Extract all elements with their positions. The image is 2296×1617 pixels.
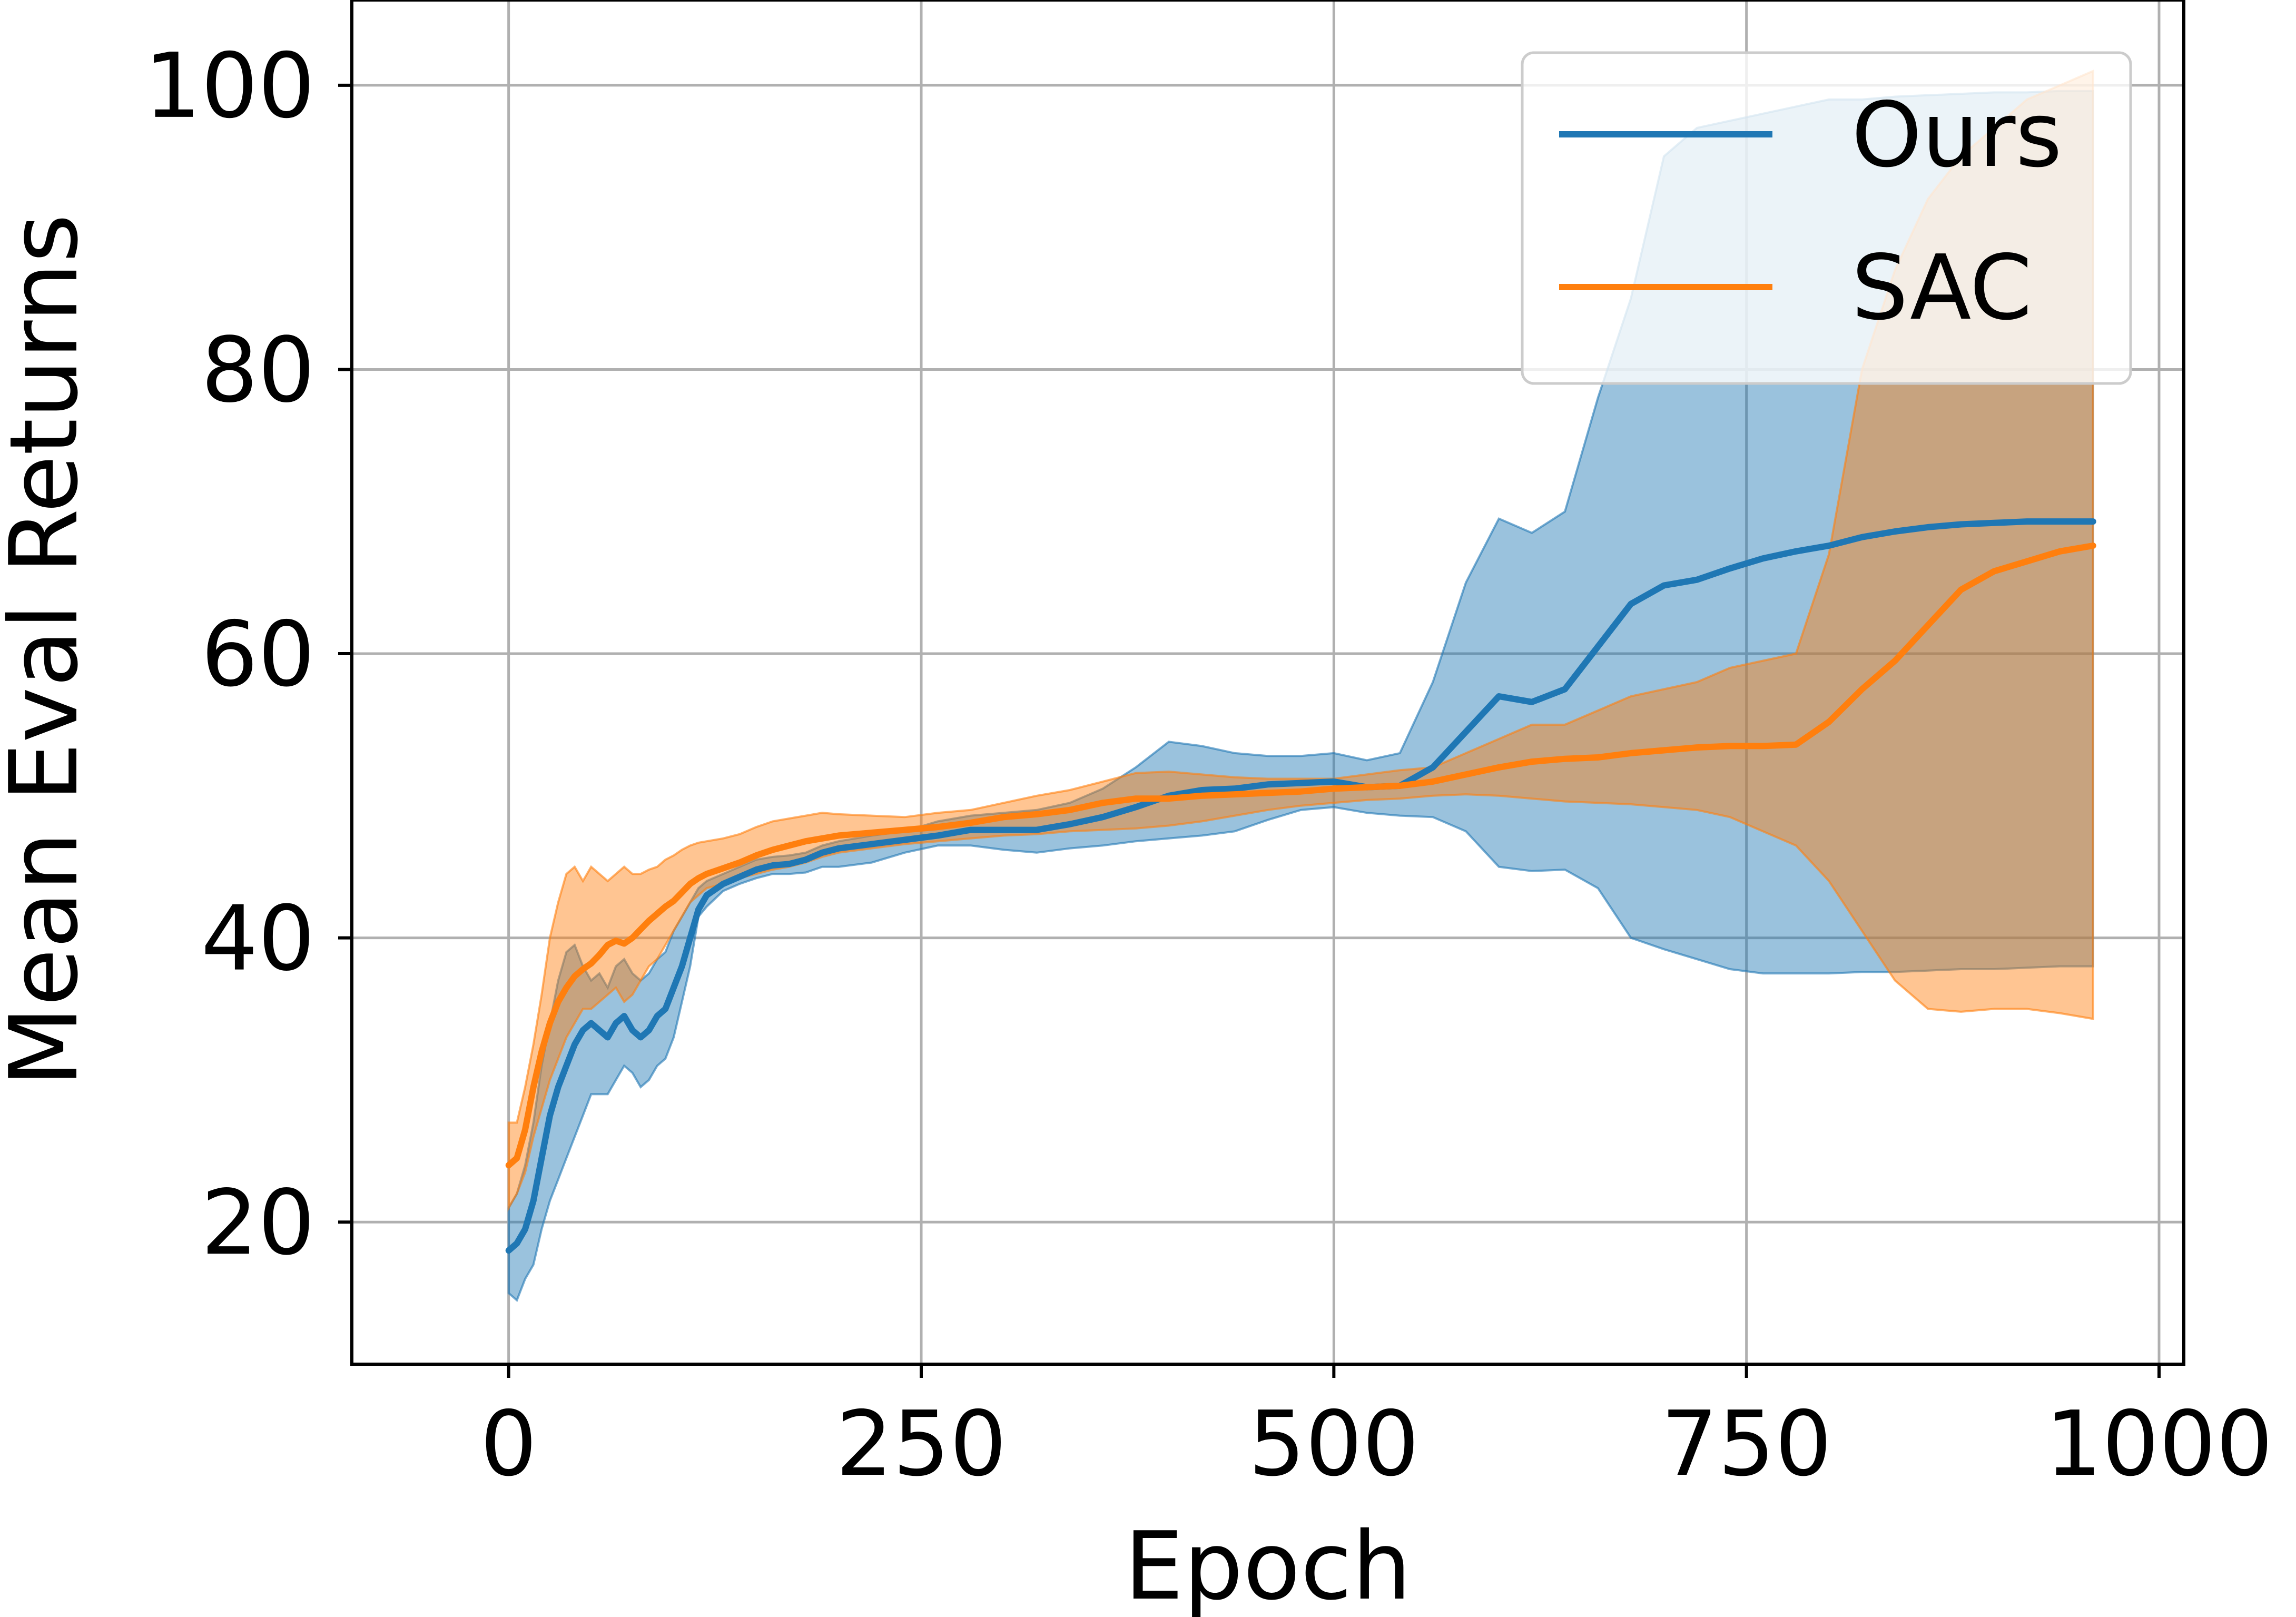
tick-labels: 0 250 500 750 1000 20 40 60 80 100 [144,34,2273,1496]
y-tick-label-40: 40 [201,887,315,991]
y-tick-label-100: 100 [144,34,315,139]
confidence-bands [507,69,2094,1302]
x-tick-label-1000: 1000 [2045,1392,2273,1496]
x-tick-label-0: 0 [480,1392,537,1496]
legend: Ours SAC [1521,51,2132,385]
series-line-sac [505,543,2096,1169]
x-tick-label-500: 500 [1248,1392,1419,1496]
legend-label-sac: SAC [1851,236,2032,340]
y-tick-label-20: 20 [201,1171,315,1275]
y-axis-label: Mean Eval Returns [0,214,98,1087]
x-tick-label-750: 750 [1661,1392,1831,1496]
x-tick-label-250: 250 [836,1392,1007,1496]
plot-frame [350,0,2185,1366]
y-tick-label-60: 60 [201,603,315,707]
series-line-ours [505,518,2096,1254]
legend-label-ours: Ours [1851,83,2062,188]
y-tick-label-80: 80 [201,318,315,422]
series-lines [505,518,2096,1254]
band-sac [507,69,2094,1212]
x-axis-label: Epoch [1124,1512,1411,1617]
axes-frame [338,0,2185,1378]
